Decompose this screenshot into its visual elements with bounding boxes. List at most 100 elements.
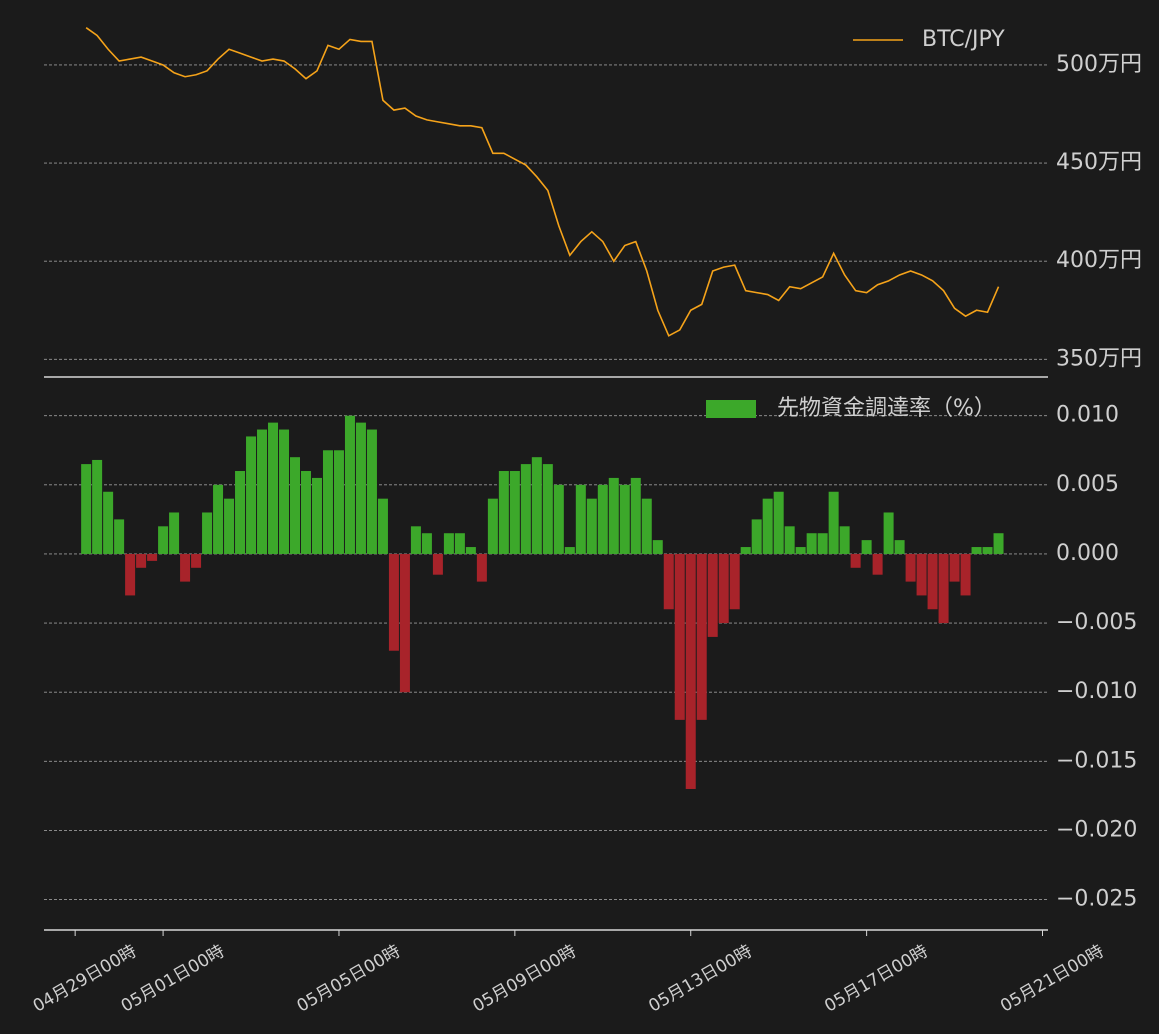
bar [861,540,872,554]
bar [377,498,388,554]
bar [344,415,355,554]
bar [916,553,927,596]
y-tick-label: −0.005 [1056,610,1137,635]
bar [213,484,224,554]
y-tick-label: −0.020 [1056,817,1137,842]
bar [696,553,707,720]
bar [355,422,366,554]
bar [630,477,641,554]
bar [960,553,971,596]
bar [476,553,487,582]
bar [982,547,993,554]
bar [279,429,290,554]
y-tick-label: 450万円 [1056,150,1142,175]
bar [663,553,674,610]
bar [454,533,465,554]
bar [586,498,597,554]
bar [718,553,729,624]
y-tick-label: 500万円 [1056,52,1142,77]
bar [938,553,949,624]
bar [322,450,333,554]
bar [147,553,158,561]
bar [597,484,608,554]
bar [311,477,322,554]
bar [498,471,509,554]
y-tick-label: −0.010 [1056,679,1137,704]
y-tick-label: −0.025 [1056,887,1137,912]
bar [927,553,938,610]
y-tick-label: 0.000 [1056,541,1119,566]
price-line [85,27,1000,337]
bar [125,553,136,596]
y-tick-label: 0.010 [1056,403,1119,428]
bar [180,553,191,582]
y-tick-label: −0.015 [1056,748,1137,773]
bar [553,484,564,554]
bar [465,547,476,554]
bar [762,498,773,554]
bar [795,547,806,554]
bar [542,464,553,554]
bar [290,457,300,554]
bar [399,553,410,693]
bar [81,464,92,554]
bar [564,547,575,554]
legend-label: 先物資金調達率（%） [777,396,996,421]
bar [685,553,696,789]
bar [817,533,828,554]
bar [575,484,586,554]
bar [114,519,125,554]
bar [971,547,982,554]
y-tick-label: 0.005 [1056,472,1119,497]
bar [103,491,114,554]
bar [410,526,421,554]
bar [949,553,960,582]
bar [300,471,311,554]
bar [883,512,894,554]
bar [443,533,454,554]
bar [729,553,740,610]
bar [905,553,916,582]
bar [740,547,751,554]
bar [652,540,663,554]
bar [509,471,520,554]
bar [850,553,861,568]
bar [268,422,279,554]
bar [531,457,542,554]
bar [235,471,246,554]
legend-label: BTC/JPY [922,27,1005,52]
bar [487,498,498,554]
bar [257,429,268,554]
bar [366,429,377,554]
bar [707,553,718,637]
bar [784,526,795,554]
bar [169,512,180,554]
bar [333,450,344,554]
bar [136,553,147,568]
y-tick-label: 350万円 [1056,346,1142,371]
bar [872,553,883,575]
bar [619,484,630,554]
bar [92,459,103,554]
bar [432,553,443,575]
bar [641,498,652,554]
bar [158,526,169,554]
bar [202,512,213,554]
bar [246,436,257,554]
y-tick-label: 400万円 [1056,248,1142,273]
bar [894,540,905,554]
bar [388,553,399,651]
bar [224,498,235,554]
bar [993,533,1004,554]
bar [520,464,531,554]
bar [839,526,850,554]
bar [828,491,839,554]
bar [191,553,202,568]
bar [773,491,784,554]
bar [608,477,619,554]
bar [806,533,817,554]
legend-swatch [706,400,756,418]
bar [751,519,762,554]
